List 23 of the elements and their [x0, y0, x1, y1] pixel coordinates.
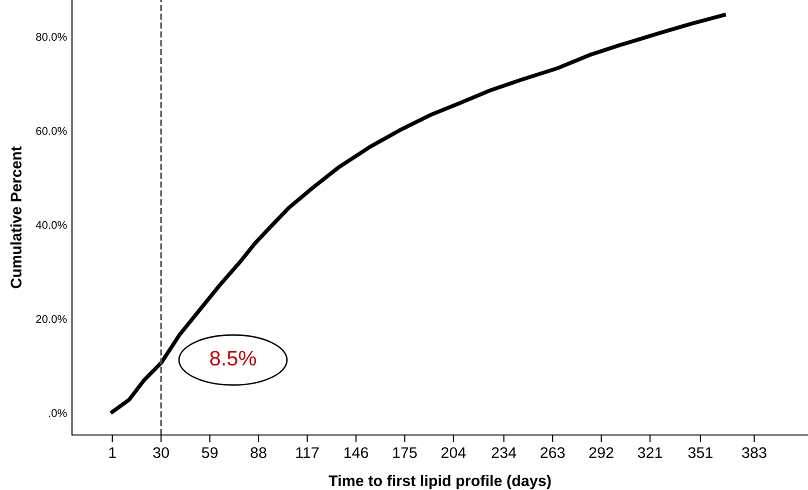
- x-tick-label: 59: [202, 447, 218, 458]
- x-tick-label: 117: [296, 447, 319, 458]
- x-tick-label: 88: [250, 447, 266, 458]
- x-tick-label: 30: [153, 447, 169, 458]
- annotation: 8.5%: [210, 350, 256, 366]
- y-tick-label: 60.0%: [36, 127, 67, 135]
- x-tick-label: 175: [393, 447, 417, 458]
- y-tick-label: 20.0%: [36, 315, 67, 323]
- x-tick-label: 351: [688, 447, 712, 458]
- y-tick-label: 40.0%: [36, 221, 67, 229]
- x-tick-label: 383: [742, 447, 766, 458]
- y-tick-label: 80.0%: [36, 32, 67, 41]
- y-tick-label: .0%: [49, 409, 67, 418]
- x-axis-title: Time to first lipid profile (days): [328, 474, 551, 490]
- x-tick-label: 204: [441, 447, 466, 458]
- line-series: [110, 13, 726, 414]
- x-tick-label: 234: [492, 447, 516, 458]
- x-tick-label: 292: [589, 447, 614, 458]
- y-axis-title: Cumulative Percent: [10, 146, 22, 288]
- x-tick-label: 321: [638, 447, 662, 458]
- x-tick-label: 1: [109, 447, 116, 458]
- x-tick-label: 263: [540, 447, 565, 458]
- x-tick-label: 146: [344, 447, 368, 458]
